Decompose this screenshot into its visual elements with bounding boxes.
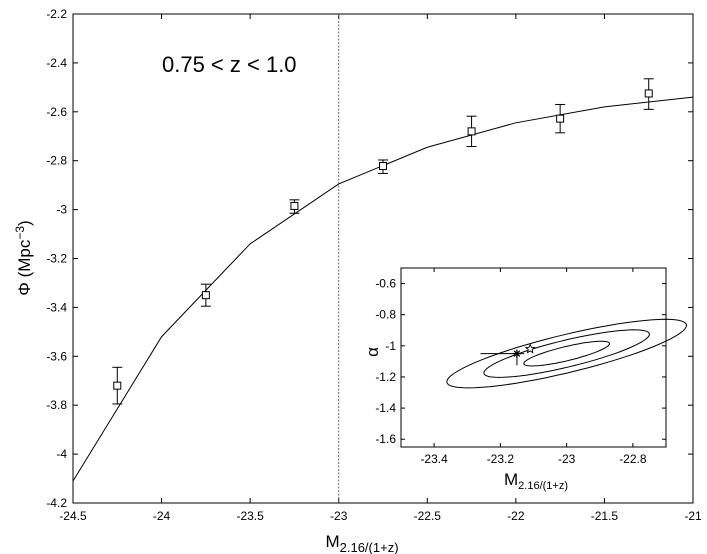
x-axis-label: M2.16/(1+z) [325,532,398,554]
square-marker [644,89,653,98]
x-tick-label: -22.5 [414,509,442,523]
inset-x-axis-label: M2.16/(1+z) [504,470,568,492]
inset-plot-frame [400,267,667,448]
data-point [289,199,300,214]
x-tick-label: -21 [684,509,702,523]
y-tick-label: -3 [56,203,67,217]
inset-y-tick-label: -1 [385,339,396,353]
data-point [555,103,566,134]
x-tick-label: -24 [153,509,171,523]
y-axis-label-close: ) [15,220,34,226]
y-tick-label: -3.6 [46,349,67,363]
data-point [112,366,123,405]
inset-x-tick-label: -22.8 [619,452,647,466]
square-marker [467,127,476,136]
y-tick-label: -4.2 [46,496,67,510]
data-point [643,78,654,110]
y-axis-label-sup: −3 [13,226,27,240]
data-point [378,159,388,174]
square-marker [290,201,299,210]
asterisk-stroke [513,350,521,357]
inset-y-tick-label: -0.8 [375,308,396,322]
square-marker [113,381,122,390]
star-marker [524,343,536,354]
contour-line [483,329,650,378]
y-axis-label: Φ (Mpc−3) [13,220,34,295]
square-marker [379,162,387,171]
contour-line [523,340,611,367]
y-tick-label: -3.4 [46,300,67,314]
inset-y-tick-label: -0.6 [375,277,396,291]
inset-x-tick-label: -23.4 [420,452,448,466]
y-tick-label: -2.6 [46,105,67,119]
data-point [200,283,211,307]
main-ticks: -24.5 -24 -23.5 -23 -22.5 -22 -21.5 -21 -2.2 -2.4… [46,7,702,523]
x-axis-label-sub: 2.16/(1+z) [340,540,399,554]
confidence-contours [446,318,688,389]
inset-x-tick-label: -23 [558,452,576,466]
data-point [466,115,477,148]
square-marker [201,291,210,300]
main-plot: -24.5 -24 -23.5 -23 -22.5 -22 -21.5 -21 -2.2 -2.4… [13,7,702,554]
inset-x-axis-label-sub: 2.16/(1+z) [518,480,568,492]
inset-y-tick-label: -1.6 [375,432,396,446]
inset-y-axis-label: α [363,347,382,357]
x-tick-label: -24.5 [59,509,87,523]
data-points [112,78,654,405]
y-axis-label-main: Φ (Mpc [15,239,34,296]
y-tick-label: -3.2 [46,252,67,266]
best-fit-marker [480,349,525,366]
x-tick-label: -22 [507,509,525,523]
y-tick-label: -2.2 [46,7,67,21]
inset-x-tick-label: -23.2 [487,452,515,466]
inset-y-tick-label: -1.2 [375,370,396,384]
inset-ticks: -23.4 -23.2 -23 -22.8 -0.6 -0.8 -1 -1.2 -1.4 -1.6 [375,268,666,466]
y-tick-label: -4 [56,447,67,461]
x-tick-label: -21.5 [591,509,619,523]
contour-line [446,318,688,389]
y-tick-label: -3.8 [46,398,67,412]
redshift-annotation: 0.75 < z < 1.0 [162,52,297,77]
reference-star-marker [524,343,536,354]
y-tick-label: -2.8 [46,154,67,168]
inset-x-axis-label-main: M [504,470,518,489]
inset-y-tick-label: -1.4 [375,401,396,415]
square-marker [556,114,565,123]
x-tick-label: -23.5 [236,509,264,523]
inset-plot: -23.4 -23.2 -23 -22.8 -0.6 -0.8 -1 -1.2 -1.4 -1.6… [363,267,688,492]
x-axis-label-main: M [325,532,339,551]
x-tick-label: -23 [330,509,348,523]
y-tick-label: -2.4 [46,56,67,70]
